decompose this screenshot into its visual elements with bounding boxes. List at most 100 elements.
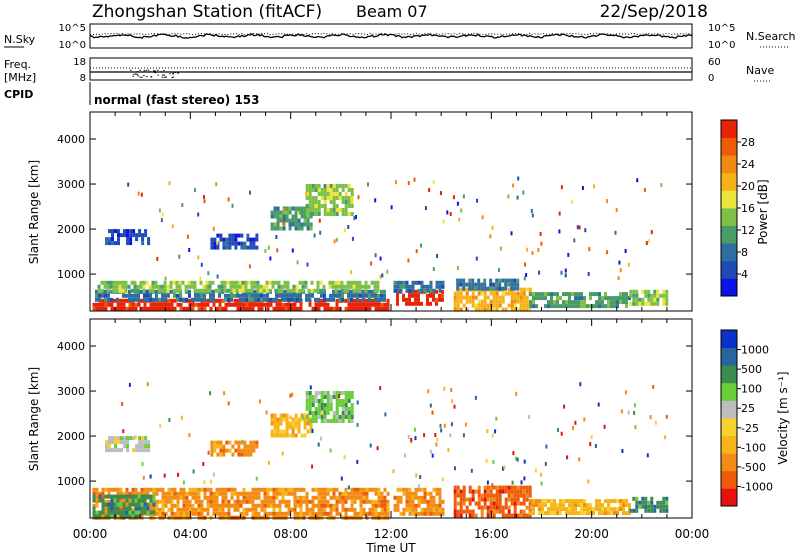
velocity-cell — [329, 403, 333, 407]
power-cell — [504, 307, 508, 312]
velocity-cell — [438, 507, 442, 512]
power-cell — [270, 214, 274, 219]
velocity-cell — [356, 495, 360, 500]
velocity-cell — [449, 433, 452, 438]
power-cell — [100, 288, 104, 293]
power-cell — [224, 293, 227, 298]
velocity-cell — [528, 513, 532, 518]
power-cell — [468, 278, 472, 283]
power-cell — [429, 288, 433, 293]
velocity-cell — [326, 411, 330, 415]
velocity-cell — [176, 499, 180, 504]
velocity-cell — [147, 444, 151, 449]
power-cell — [311, 208, 315, 212]
velocity-cell — [254, 495, 258, 500]
velocity-cell — [432, 511, 436, 516]
velocity-cell — [632, 508, 636, 513]
velocity-cell — [107, 510, 111, 515]
power-cell — [547, 292, 550, 297]
velocity-cell — [405, 503, 409, 508]
velocity-cell — [326, 399, 330, 403]
power-cell — [414, 297, 417, 302]
velocity-cell — [377, 487, 381, 492]
velocity-cell — [323, 503, 327, 508]
velocity-cell — [224, 511, 228, 516]
power-cell — [525, 303, 529, 308]
velocity-cell — [224, 503, 228, 508]
velocity-cell — [309, 385, 312, 390]
power-cell — [256, 280, 260, 285]
power-cell — [146, 297, 149, 302]
power-cell — [291, 206, 295, 211]
power-cell — [184, 288, 188, 293]
velocity-cell — [291, 433, 295, 438]
velocity-cell — [161, 511, 165, 516]
power-cell — [270, 222, 274, 227]
power-cell — [359, 298, 363, 303]
velocity-cell — [368, 507, 372, 512]
velocity-cell — [560, 431, 563, 436]
velocity-cell — [119, 514, 123, 519]
power-cell — [228, 237, 232, 242]
power-cell — [616, 300, 619, 305]
power-cell — [513, 291, 517, 296]
velocity-cell — [374, 507, 378, 512]
velocity-cell — [270, 429, 274, 434]
velocity-cell — [451, 399, 454, 404]
power-cell — [311, 184, 315, 188]
power-cell — [453, 299, 457, 304]
velocity-cell — [273, 413, 277, 418]
velocity-cell — [320, 491, 324, 496]
velocity-cell — [143, 510, 147, 515]
velocity-cell — [335, 495, 339, 500]
velocity-cell — [341, 499, 345, 504]
velocity-cell — [119, 510, 123, 515]
power-cell — [344, 204, 348, 208]
velocity-cell — [311, 464, 314, 469]
power-cell — [619, 296, 622, 301]
velocity-cell — [577, 511, 580, 516]
velocity-cell — [429, 491, 433, 496]
power-cell — [350, 270, 353, 275]
power-cell — [305, 192, 308, 197]
power-cell — [442, 219, 445, 224]
velocity-cell — [279, 417, 283, 422]
velocity-cell — [98, 494, 102, 499]
velocity-cell — [222, 448, 226, 453]
power-cell — [435, 289, 438, 294]
power-cell — [550, 300, 553, 305]
velocity-cell — [474, 395, 477, 400]
power-cell — [529, 304, 532, 309]
power-cell — [558, 211, 561, 216]
velocity-cell — [308, 511, 312, 516]
velocity-cell — [550, 507, 553, 512]
power-cell — [188, 289, 191, 294]
power-cell — [650, 301, 654, 306]
velocity-cell — [210, 448, 214, 453]
power-cell — [329, 188, 333, 192]
velocity-cell — [227, 487, 231, 492]
velocity-cell — [619, 499, 622, 504]
power-cell — [340, 284, 344, 289]
velocity-cell — [284, 511, 288, 516]
power-cell — [449, 212, 452, 216]
power-cell — [632, 293, 636, 298]
velocity-cell — [329, 419, 333, 423]
power-cell — [660, 183, 663, 188]
power-cell — [495, 282, 499, 287]
power-cell — [374, 198, 377, 203]
power-cell — [323, 188, 327, 192]
velocity-cell — [303, 421, 307, 426]
power-patch — [529, 292, 631, 309]
power-cell — [317, 184, 321, 188]
velocity-cell — [523, 459, 526, 464]
velocity-cell — [587, 479, 590, 484]
velocity-cell — [320, 499, 324, 504]
velocity-cell — [219, 444, 223, 449]
power-cell — [98, 302, 102, 307]
velocity-cell — [356, 487, 360, 492]
power-cell — [368, 297, 371, 302]
power-cell — [365, 298, 369, 303]
velocity-cell — [164, 491, 168, 496]
power-cell — [396, 280, 400, 285]
